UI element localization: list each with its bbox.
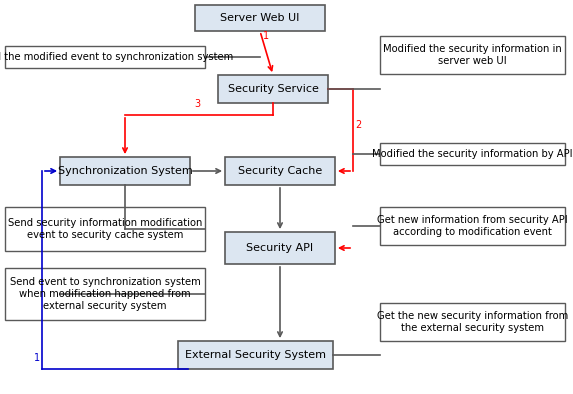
Text: Get the new security information from
the external security system: Get the new security information from th… — [377, 311, 568, 333]
FancyBboxPatch shape — [5, 207, 205, 251]
Text: Security Service: Security Service — [227, 84, 319, 94]
FancyBboxPatch shape — [5, 268, 205, 320]
Text: 1: 1 — [34, 353, 40, 363]
FancyBboxPatch shape — [218, 75, 328, 103]
FancyBboxPatch shape — [380, 207, 565, 245]
Text: External Security System: External Security System — [185, 350, 326, 360]
Text: Send security information modification
event to security cache system: Send security information modification e… — [8, 218, 202, 240]
Text: Synchronization System: Synchronization System — [58, 166, 193, 176]
Text: Get new information from security API
according to modification event: Get new information from security API ac… — [377, 215, 568, 237]
FancyBboxPatch shape — [5, 46, 205, 68]
Text: Server Web UI: Server Web UI — [220, 13, 300, 23]
FancyBboxPatch shape — [225, 157, 335, 185]
FancyBboxPatch shape — [60, 157, 190, 185]
Text: Send the modified event to synchronization system: Send the modified event to synchronizati… — [0, 52, 234, 62]
FancyBboxPatch shape — [178, 341, 333, 369]
Text: Send event to synchronization system
when modification happened from
external se: Send event to synchronization system whe… — [10, 277, 201, 310]
FancyBboxPatch shape — [380, 303, 565, 341]
Text: Security API: Security API — [246, 243, 313, 253]
Text: 1: 1 — [263, 31, 269, 41]
Text: 3: 3 — [194, 99, 200, 109]
Text: Modified the security information in
server web UI: Modified the security information in ser… — [383, 44, 562, 66]
Text: Security Cache: Security Cache — [238, 166, 322, 176]
FancyBboxPatch shape — [380, 143, 565, 165]
FancyBboxPatch shape — [225, 232, 335, 264]
Text: 2: 2 — [355, 120, 361, 130]
Text: Modified the security information by API: Modified the security information by API — [372, 149, 573, 159]
FancyBboxPatch shape — [380, 36, 565, 74]
FancyBboxPatch shape — [195, 5, 325, 31]
